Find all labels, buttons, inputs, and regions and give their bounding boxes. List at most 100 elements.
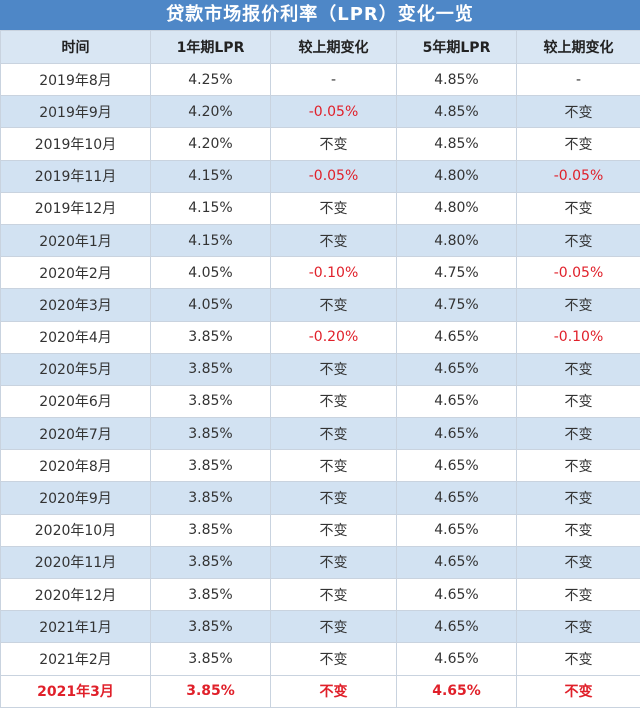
cell-1y-lpr: 3.85% xyxy=(150,513,271,547)
table-row: 2020年9月 3.85% 不变 4.65% 不变 xyxy=(0,481,640,515)
cell-1y-lpr: 3.85% xyxy=(150,545,271,580)
cell-1y-change: 不变 xyxy=(270,577,397,612)
cell-1y-change: 不变 xyxy=(270,545,397,580)
cell-5y-lpr: 4.65% xyxy=(396,642,517,676)
cell-1y-lpr: 3.85% xyxy=(150,417,271,451)
cell-time: 2020年6月 xyxy=(0,384,151,419)
cell-5y-change: 不变 xyxy=(516,417,640,451)
cell-time: 2020年12月 xyxy=(0,577,151,612)
cell-5y-change: - xyxy=(516,62,640,97)
cell-5y-change: 不变 xyxy=(516,642,640,676)
table-row: 2020年8月 3.85% 不变 4.65% 不变 xyxy=(0,449,640,483)
cell-time: 2019年12月 xyxy=(0,191,151,225)
table-row: 2020年10月 3.85% 不变 4.65% 不变 xyxy=(0,513,640,547)
cell-5y-lpr: 4.75% xyxy=(396,288,517,322)
table-row: 2021年3月 3.85% 不变 4.65% 不变 xyxy=(0,674,640,708)
table-row: 2019年8月 4.25% -4.85% - xyxy=(0,62,640,97)
cell-1y-change: 不变 xyxy=(270,642,397,676)
table-row: 2020年6月 3.85% 不变 4.65% 不变 xyxy=(0,384,640,419)
cell-1y-change: 不变 xyxy=(270,288,397,322)
cell-1y-lpr: 4.15% xyxy=(150,159,271,193)
cell-1y-lpr: 3.85% xyxy=(150,577,271,612)
table-title: 贷款市场报价利率（LPR）变化一览 xyxy=(0,0,640,30)
cell-1y-change: 不变 xyxy=(270,223,397,258)
cell-1y-lpr: 3.85% xyxy=(150,384,271,419)
cell-5y-lpr: 4.65% xyxy=(396,384,517,419)
cell-time: 2021年2月 xyxy=(0,642,151,676)
cell-5y-change: 不变 xyxy=(516,95,640,129)
cell-5y-lpr: 4.85% xyxy=(396,127,517,161)
cell-time: 2019年11月 xyxy=(0,159,151,193)
cell-5y-lpr: 4.65% xyxy=(396,610,517,644)
cell-5y-lpr: 4.80% xyxy=(396,223,517,258)
cell-5y-change: 不变 xyxy=(516,610,640,644)
table-row: 2020年3月 4.05% 不变 4.75% 不变 xyxy=(0,288,640,322)
table-row: 2020年5月 3.85% 不变 4.65% 不变 xyxy=(0,352,640,386)
cell-1y-change: -0.05% xyxy=(270,95,397,129)
cell-1y-lpr: 4.05% xyxy=(150,256,271,290)
cell-5y-change: 不变 xyxy=(516,513,640,547)
table-row: 2019年10月 4.20% 不变 4.85% 不变 xyxy=(0,127,640,161)
table-row: 2021年2月 3.85% 不变 4.65% 不变 xyxy=(0,642,640,676)
cell-5y-change: 不变 xyxy=(516,191,640,225)
lpr-table: 时间 1年期LPR 较上期变化 5年期LPR 较上期变化 2019年8月 4.25… xyxy=(0,30,640,708)
table-row: 2020年4月 3.85% -0.20% 4.65% -0.10% xyxy=(0,320,640,354)
table-row: 2020年11月 3.85% 不变 4.65% 不变 xyxy=(0,545,640,580)
cell-1y-lpr: 3.85% xyxy=(150,481,271,515)
cell-1y-change: - xyxy=(270,62,397,97)
cell-1y-lpr: 3.85% xyxy=(150,610,271,644)
cell-1y-change: 不变 xyxy=(270,513,397,547)
cell-5y-lpr: 4.65% xyxy=(396,320,517,354)
cell-1y-change: 不变 xyxy=(270,352,397,386)
cell-time: 2021年3月 xyxy=(0,674,151,708)
cell-5y-change: -0.05% xyxy=(516,159,640,193)
cell-5y-change: 不变 xyxy=(516,674,640,708)
header-5y-change: 较上期变化 xyxy=(516,30,640,64)
cell-1y-lpr: 3.85% xyxy=(150,642,271,676)
cell-5y-change: -0.10% xyxy=(516,320,640,354)
cell-5y-lpr: 4.65% xyxy=(396,513,517,547)
table-row: 2020年7月 3.85% 不变 4.65% 不变 xyxy=(0,417,640,451)
cell-1y-lpr: 4.15% xyxy=(150,191,271,225)
cell-1y-change: 不变 xyxy=(270,449,397,483)
cell-1y-change: 不变 xyxy=(270,384,397,419)
cell-5y-lpr: 4.80% xyxy=(396,191,517,225)
cell-1y-change: 不变 xyxy=(270,674,397,708)
cell-5y-change: 不变 xyxy=(516,352,640,386)
cell-1y-change: -0.20% xyxy=(270,320,397,354)
cell-5y-change: 不变 xyxy=(516,384,640,419)
cell-5y-lpr: 4.65% xyxy=(396,545,517,580)
cell-5y-lpr: 4.65% xyxy=(396,674,517,708)
header-row: 时间 1年期LPR 较上期变化 5年期LPR 较上期变化 xyxy=(0,30,640,64)
cell-1y-lpr: 4.15% xyxy=(150,223,271,258)
cell-1y-lpr: 3.85% xyxy=(150,320,271,354)
cell-5y-lpr: 4.85% xyxy=(396,62,517,97)
cell-time: 2019年9月 xyxy=(0,95,151,129)
cell-time: 2019年8月 xyxy=(0,62,151,97)
cell-1y-change: 不变 xyxy=(270,610,397,644)
cell-time: 2020年5月 xyxy=(0,352,151,386)
table-row: 2021年1月 3.85% 不变 4.65% 不变 xyxy=(0,610,640,644)
header-time: 时间 xyxy=(0,30,151,64)
cell-time: 2020年3月 xyxy=(0,288,151,322)
table-row: 2019年11月 4.15% -0.05% 4.80% -0.05% xyxy=(0,159,640,193)
cell-5y-change: 不变 xyxy=(516,449,640,483)
cell-time: 2020年1月 xyxy=(0,223,151,258)
cell-1y-change: 不变 xyxy=(270,417,397,451)
table-row: 2020年12月 3.85% 不变 4.65% 不变 xyxy=(0,577,640,612)
cell-5y-change: 不变 xyxy=(516,577,640,612)
cell-time: 2020年10月 xyxy=(0,513,151,547)
cell-5y-lpr: 4.85% xyxy=(396,95,517,129)
cell-1y-lpr: 4.25% xyxy=(150,62,271,97)
cell-1y-lpr: 4.05% xyxy=(150,288,271,322)
header-1y-change: 较上期变化 xyxy=(270,30,397,64)
cell-5y-change: 不变 xyxy=(516,223,640,258)
cell-1y-change: 不变 xyxy=(270,127,397,161)
cell-1y-change: -0.05% xyxy=(270,159,397,193)
cell-5y-lpr: 4.65% xyxy=(396,352,517,386)
cell-1y-change: 不变 xyxy=(270,191,397,225)
cell-time: 2020年8月 xyxy=(0,449,151,483)
table-row: 2019年9月 4.20% -0.05% 4.85% 不变 xyxy=(0,95,640,129)
cell-time: 2021年1月 xyxy=(0,610,151,644)
